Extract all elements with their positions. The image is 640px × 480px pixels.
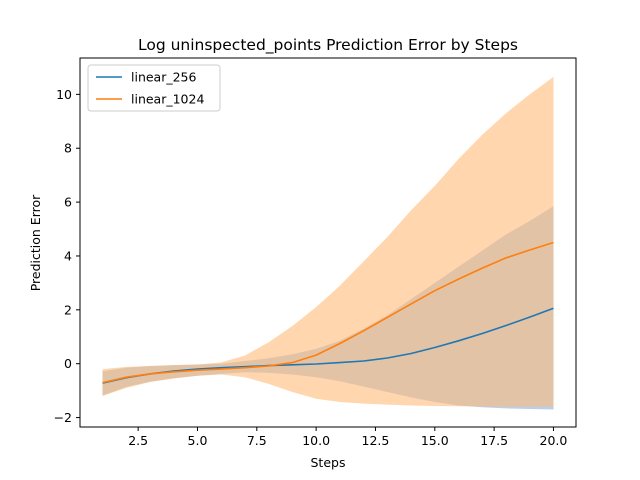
x-tick-label: 2.5 [128, 433, 148, 448]
y-tick-label: 10 [56, 87, 72, 102]
y-tick-label: 0 [64, 356, 72, 371]
x-tick-label: 12.5 [362, 433, 390, 448]
plot-frame [79, 57, 577, 428]
y-tick-label: 2 [64, 302, 72, 317]
band-linear_1024 [102, 76, 554, 407]
line-linear_256 [102, 307, 554, 384]
x-tick-label: 5.0 [188, 433, 208, 448]
x-tick-label: 20.0 [540, 433, 568, 448]
x-tick-label: 7.5 [247, 433, 267, 448]
legend-label-linear_1024: linear_1024 [131, 92, 204, 107]
legend-label-linear_256: linear_256 [131, 70, 197, 85]
x-axis-label: Steps [311, 455, 346, 470]
x-tick-label: 15.0 [421, 433, 449, 448]
y-tick-label: 8 [64, 141, 72, 156]
y-tick-label: −2 [54, 410, 72, 425]
y-axis-label: Prediction Error [28, 194, 43, 291]
series-lines [102, 241, 554, 384]
line-linear_1024 [102, 241, 554, 384]
x-tick-label: 17.5 [480, 433, 508, 448]
axes: 2.5 5.0 7.5 10.0 12.5 15.0 17.5 20.0 −2 0 2 4 6 8 10 [54, 57, 577, 448]
y-tick-label: 4 [64, 248, 72, 263]
chart-title: Log uninspected_points Prediction Error … [138, 36, 518, 55]
confidence-bands [102, 76, 554, 410]
x-tick-label: 10.0 [302, 433, 330, 448]
y-tick-label: 6 [64, 195, 72, 210]
legend: linear_256 linear_1024 [87, 64, 221, 112]
